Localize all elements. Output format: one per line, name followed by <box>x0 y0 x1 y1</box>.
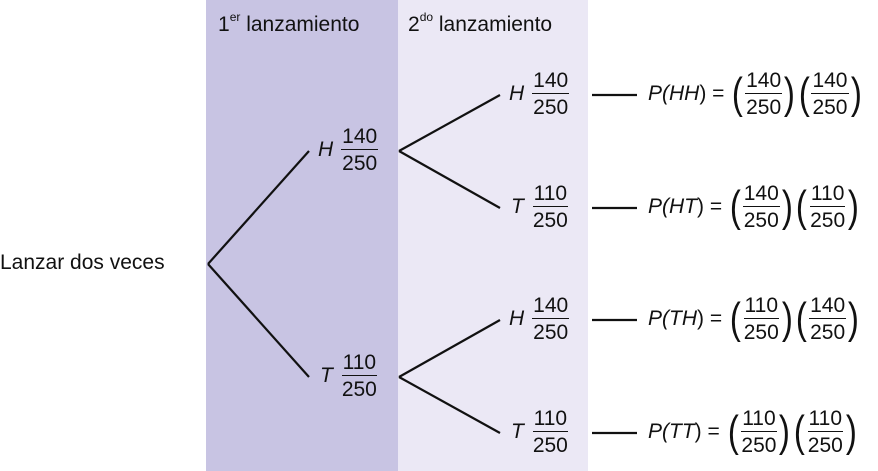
branch-T-to-TH <box>398 319 501 378</box>
branch-root-to-T <box>207 263 310 378</box>
second-toss-node-HH: H 140 250 <box>509 69 570 119</box>
root-label: Lanzar dos veces <box>0 251 165 274</box>
probability-TT: P(TT) = (110 250) (110 250) <box>648 407 857 457</box>
first-toss-band <box>206 0 398 471</box>
first-toss-node-T: T 110 250 <box>320 351 378 401</box>
second-toss-node-TT: T 110 250 <box>511 407 569 457</box>
branch-H-to-HT <box>398 150 501 209</box>
second-toss-header: 2do lanzamiento <box>408 10 553 36</box>
second-toss-node-HT: T 110 250 <box>511 182 569 232</box>
branch-H-to-HH <box>398 94 501 152</box>
branch-root-to-H <box>207 150 310 265</box>
probability-TH: P(TH) = (110 250) (140 250) <box>648 294 859 344</box>
branch-T-to-TT <box>398 376 501 434</box>
second-toss-band <box>398 0 588 471</box>
first-toss-header: 1er lanzamiento <box>218 10 360 36</box>
first-toss-node-H: H 140 250 <box>318 125 379 175</box>
probability-HT: P(HT) = (140 250) (110 250) <box>648 182 859 232</box>
second-toss-node-TH: H 140 250 <box>509 294 570 344</box>
probability-HH: P(HH) = (140 250) (140 250) <box>648 69 862 119</box>
